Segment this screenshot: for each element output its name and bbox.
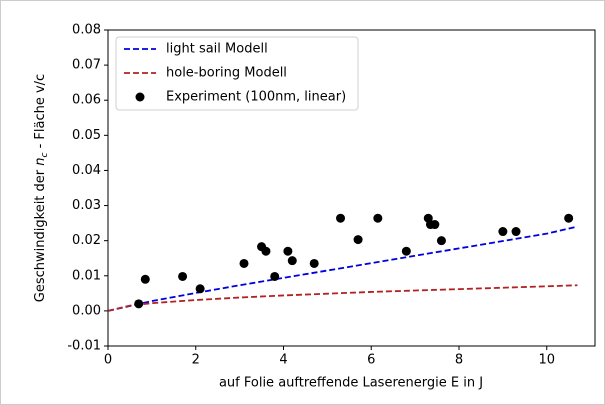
y-tick-label: 0.08: [72, 23, 101, 38]
point: [309, 258, 319, 268]
point: [336, 213, 346, 223]
y-label-text: - Fläche v/c: [33, 74, 48, 153]
point: [436, 236, 446, 246]
legend-label: hole-boring Modell: [166, 66, 287, 81]
point: [353, 235, 363, 245]
x-tick-label: 2: [192, 353, 200, 368]
y-tick-label: -0.01: [67, 339, 101, 354]
point: [498, 227, 508, 237]
point: [373, 213, 383, 223]
point: [511, 227, 521, 237]
y-tick-label: 0.05: [72, 128, 101, 143]
x-tick-label: 8: [455, 353, 463, 368]
point: [195, 284, 205, 294]
y-axis-label: Geschwindigkeit der nc - Fläche v/c: [33, 74, 50, 302]
point: [287, 256, 297, 266]
y-label-var: n: [33, 157, 48, 165]
point: [134, 299, 144, 309]
x-tick-label: 6: [367, 353, 375, 368]
point: [239, 258, 249, 268]
legend-label: Experiment (100nm, linear): [166, 90, 346, 105]
point: [401, 246, 411, 256]
y-tick-label: 0.01: [72, 268, 101, 283]
y-tick-label: 0.04: [72, 163, 101, 178]
y-label-sub: c: [40, 152, 50, 157]
y-tick-label: 0.03: [72, 198, 101, 213]
point: [261, 246, 271, 256]
line: [107, 284, 578, 312]
point: [140, 274, 150, 284]
y-tick-label: 0.07: [72, 58, 101, 73]
point: [178, 271, 188, 281]
legend-label: light sail Modell: [166, 42, 268, 57]
y-tick-label: 0.00: [72, 303, 101, 318]
x-tick-label: 10: [538, 353, 555, 368]
x-tick-label: 4: [279, 353, 287, 368]
legend-marker: [135, 92, 145, 102]
point: [430, 220, 440, 230]
point: [564, 213, 574, 223]
y-tick-label: 0.02: [72, 233, 101, 248]
point: [270, 271, 280, 281]
x-tick-label: 0: [104, 353, 112, 368]
y-label-text: Geschwindigkeit der: [33, 166, 48, 302]
point: [283, 246, 293, 256]
legend-box: [115, 36, 359, 111]
line: [107, 225, 578, 312]
x-axis-label: auf Folie auftreffende Laserenergie E in…: [219, 376, 483, 391]
y-tick-label: 0.06: [72, 93, 101, 108]
